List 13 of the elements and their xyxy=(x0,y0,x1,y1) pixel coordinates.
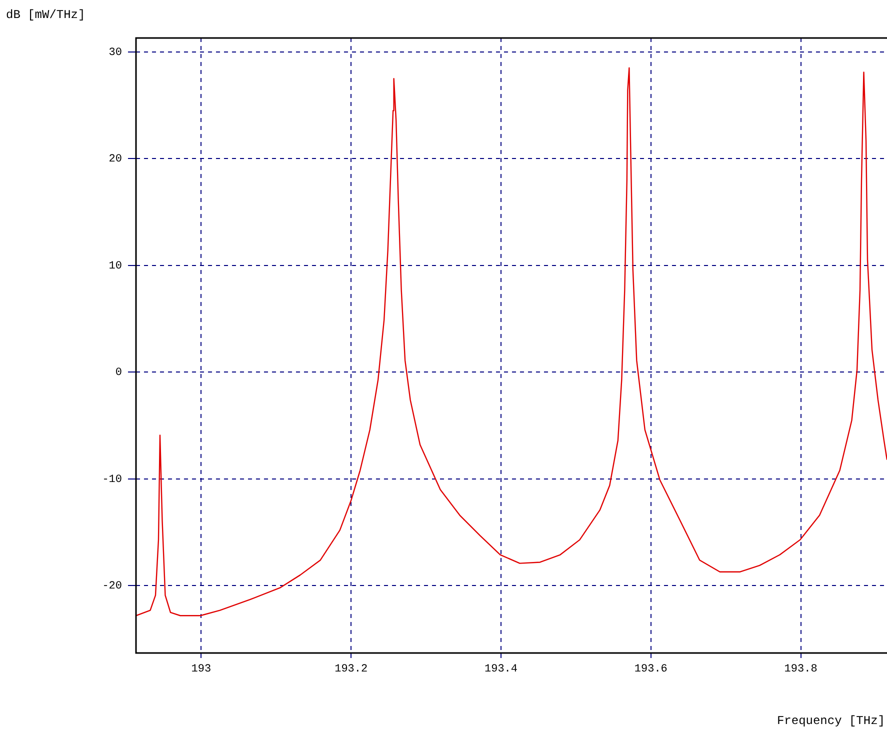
y-tick-label: 0 xyxy=(115,367,122,380)
x-tick-label: 193.4 xyxy=(484,664,518,676)
y-tick-label: 20 xyxy=(108,154,122,166)
y-axis-title: dB [mW/THz] xyxy=(6,8,86,22)
x-tick-label: 193 xyxy=(191,664,212,676)
x-tick-label: 193.8 xyxy=(784,664,818,676)
x-tick-label: 193.6 xyxy=(634,664,668,676)
y-tick-label: 10 xyxy=(108,260,122,272)
x-axis-title: Frequency [THz] xyxy=(776,714,885,728)
y-tick-label: -10 xyxy=(102,474,122,486)
y-tick-label: 30 xyxy=(108,46,122,59)
y-tick-label: -20 xyxy=(102,580,122,593)
x-tick-label: 193.2 xyxy=(334,664,368,676)
